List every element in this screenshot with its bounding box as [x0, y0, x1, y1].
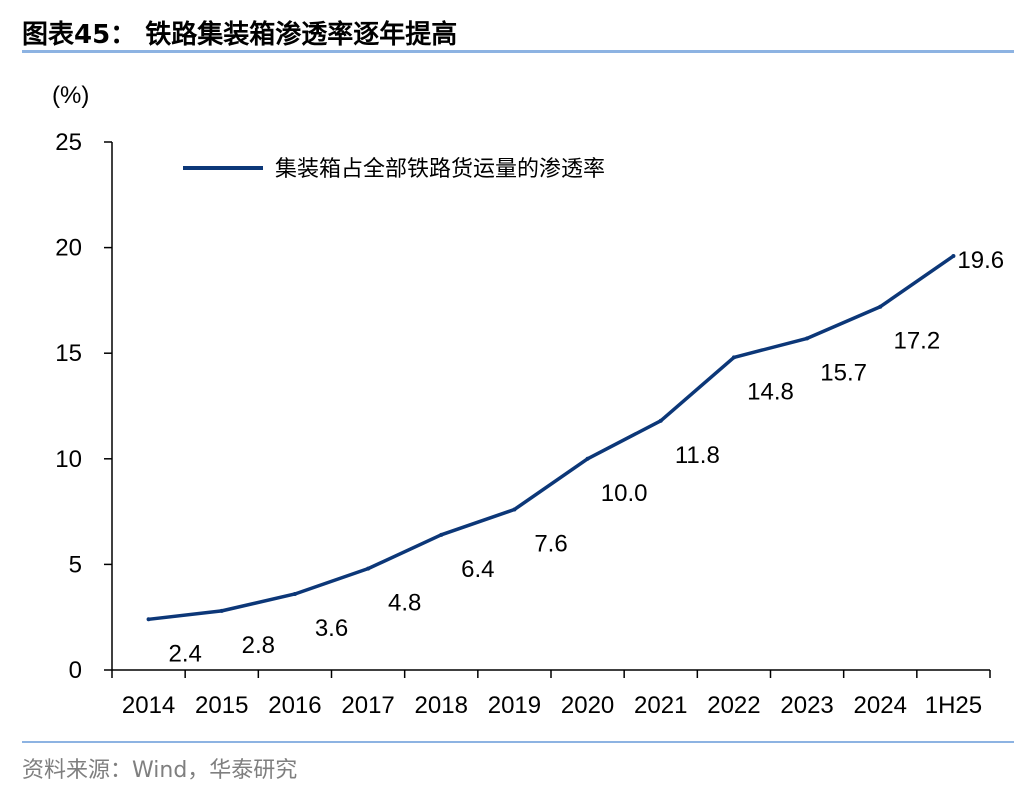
source-divider [22, 741, 1014, 743]
x-tick-label: 2015 [195, 692, 248, 719]
series-group [146, 254, 956, 622]
data-label: 2.8 [242, 632, 275, 659]
data-label: 7.6 [534, 530, 567, 557]
data-point [951, 254, 956, 259]
x-tick-label: 2021 [634, 692, 687, 719]
x-tick-label: 2016 [268, 692, 321, 719]
data-point [439, 532, 444, 537]
x-tick-label: 2019 [488, 692, 541, 719]
data-label: 10.0 [601, 480, 648, 507]
data-label: 15.7 [820, 359, 867, 386]
data-point [366, 566, 371, 571]
legend-entry: 集装箱占全部铁路货运量的渗透率 [275, 157, 605, 182]
x-tick-label: 2022 [707, 692, 760, 719]
data-label: 2.4 [168, 640, 201, 667]
x-tick-label: 2020 [561, 692, 614, 719]
title-divider [22, 50, 1014, 53]
data-label: 11.8 [675, 442, 720, 469]
data-label: 3.6 [315, 615, 348, 642]
y-tick-label: 25 [55, 129, 82, 156]
data-label: 19.6 [957, 247, 1004, 274]
data-label: 17.2 [893, 328, 940, 355]
data-point [292, 591, 297, 596]
data-point [585, 456, 590, 461]
data-label: 4.8 [388, 590, 421, 617]
x-tick-label: 1H25 [925, 692, 982, 719]
x-tick-label: 2014 [122, 692, 175, 719]
x-axis: 2014 2015 2016 2017 2018 2019 2020 2021 2022 2023… [111, 669, 991, 719]
y-tick-label: 0 [69, 657, 82, 684]
x-tick-label: 2023 [780, 692, 833, 719]
y-unit-label: (%) [52, 82, 89, 109]
y-axis: 0 5 10 15 20 25 [55, 129, 113, 684]
data-label: 14.8 [747, 378, 794, 405]
data-point [146, 617, 151, 622]
y-tick-label: 10 [55, 446, 82, 473]
series-line [146, 254, 956, 622]
data-label: 6.4 [461, 556, 494, 583]
x-tick-label: 2017 [341, 692, 394, 719]
y-tick-label: 5 [69, 551, 82, 578]
data-point [658, 418, 663, 423]
legend: 集装箱占全部铁路货运量的渗透率 [183, 157, 605, 182]
data-labels: 2.4 2.8 3.6 4.8 6.4 7.6 10.0 11.8 14.8 15.7 17.2 19… [168, 247, 1004, 667]
data-point [805, 336, 810, 341]
y-tick-label: 20 [55, 235, 82, 262]
data-point [878, 304, 883, 309]
data-point [512, 507, 517, 512]
data-point [731, 355, 736, 360]
figure-title: 图表45： 铁路集装箱渗透率逐年提高 [22, 20, 458, 50]
data-point [219, 608, 224, 613]
y-tick-label: 15 [55, 340, 82, 367]
source-note: 资料来源：Wind，华泰研究 [22, 758, 298, 783]
x-tick-label: 2024 [854, 692, 907, 719]
x-tick-label: 2018 [415, 692, 468, 719]
